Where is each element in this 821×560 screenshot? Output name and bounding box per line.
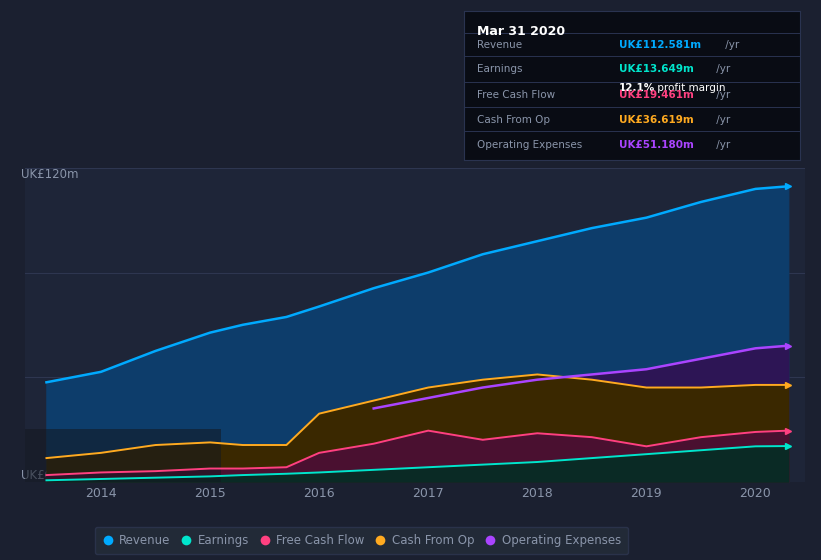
Text: Mar 31 2020: Mar 31 2020 — [477, 25, 566, 38]
Legend: Revenue, Earnings, Free Cash Flow, Cash From Op, Operating Expenses: Revenue, Earnings, Free Cash Flow, Cash … — [94, 527, 628, 554]
Text: /yr: /yr — [722, 40, 740, 50]
Text: /yr: /yr — [713, 64, 730, 74]
Text: 12.1%: 12.1% — [619, 83, 655, 94]
Text: Earnings: Earnings — [477, 64, 523, 74]
Text: /yr: /yr — [713, 90, 730, 100]
Text: UK£13.649m: UK£13.649m — [619, 64, 694, 74]
Text: UK£36.619m: UK£36.619m — [619, 115, 694, 124]
Text: /yr: /yr — [713, 115, 730, 124]
Text: Operating Expenses: Operating Expenses — [477, 140, 583, 150]
Bar — [25, 430, 221, 482]
Text: UK£19.461m: UK£19.461m — [619, 90, 694, 100]
Text: UK£0: UK£0 — [21, 469, 52, 482]
Text: /yr: /yr — [713, 140, 730, 150]
Text: Free Cash Flow: Free Cash Flow — [477, 90, 556, 100]
Text: UK£112.581m: UK£112.581m — [619, 40, 701, 50]
Text: UK£120m: UK£120m — [21, 168, 78, 181]
Text: Cash From Op: Cash From Op — [477, 115, 550, 124]
Text: profit margin: profit margin — [654, 83, 726, 94]
Text: UK£51.180m: UK£51.180m — [619, 140, 694, 150]
Text: Revenue: Revenue — [477, 40, 522, 50]
